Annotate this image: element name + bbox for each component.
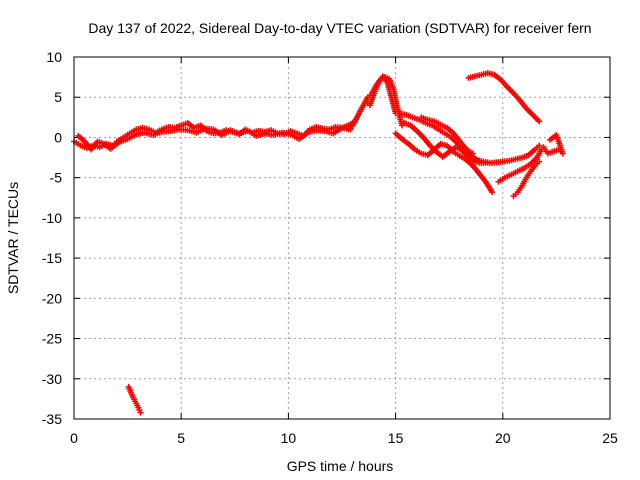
- data-point-post-peak-main: [536, 142, 543, 149]
- data-point-post-peak-branch-c: [469, 150, 476, 157]
- plot-border: [73, 56, 611, 420]
- y-tick-label: -35: [42, 411, 62, 427]
- y-tick-label: -30: [42, 371, 62, 387]
- y-tick-label: -15: [42, 250, 62, 266]
- y-tick-label: -25: [42, 331, 62, 347]
- x-axis-title: GPS time / hours: [287, 458, 394, 474]
- y-tick-label: -5: [50, 170, 63, 186]
- y-tick-label: 10: [46, 49, 62, 65]
- x-tick-label: 0: [70, 430, 78, 446]
- y-tick-label: -10: [42, 210, 62, 226]
- data-point-post-peak-branch-a: [489, 189, 496, 196]
- y-tick-label: 0: [54, 129, 62, 145]
- data-points: [71, 70, 566, 416]
- x-tick-label: 5: [177, 430, 185, 446]
- y-tick-label: -20: [42, 290, 62, 306]
- grid-lines: [74, 57, 610, 419]
- y-axis-title: SDTVAR / TECUs: [5, 182, 21, 294]
- x-tick-label: 15: [388, 430, 404, 446]
- data-point-late-dip: [536, 158, 543, 165]
- y-tick-label: 5: [54, 89, 62, 105]
- x-tick-label: 25: [602, 430, 618, 446]
- data-point-outlier: [137, 409, 144, 416]
- data-point-post-peak-branch-b: [484, 159, 491, 166]
- data-point-late-arc: [536, 118, 543, 125]
- data-point-end-points: [546, 136, 553, 143]
- x-tick-label: 20: [495, 430, 511, 446]
- x-tick-label: 10: [281, 430, 297, 446]
- chart-title: Day 137 of 2022, Sidereal Day-to-day VTE…: [88, 20, 591, 36]
